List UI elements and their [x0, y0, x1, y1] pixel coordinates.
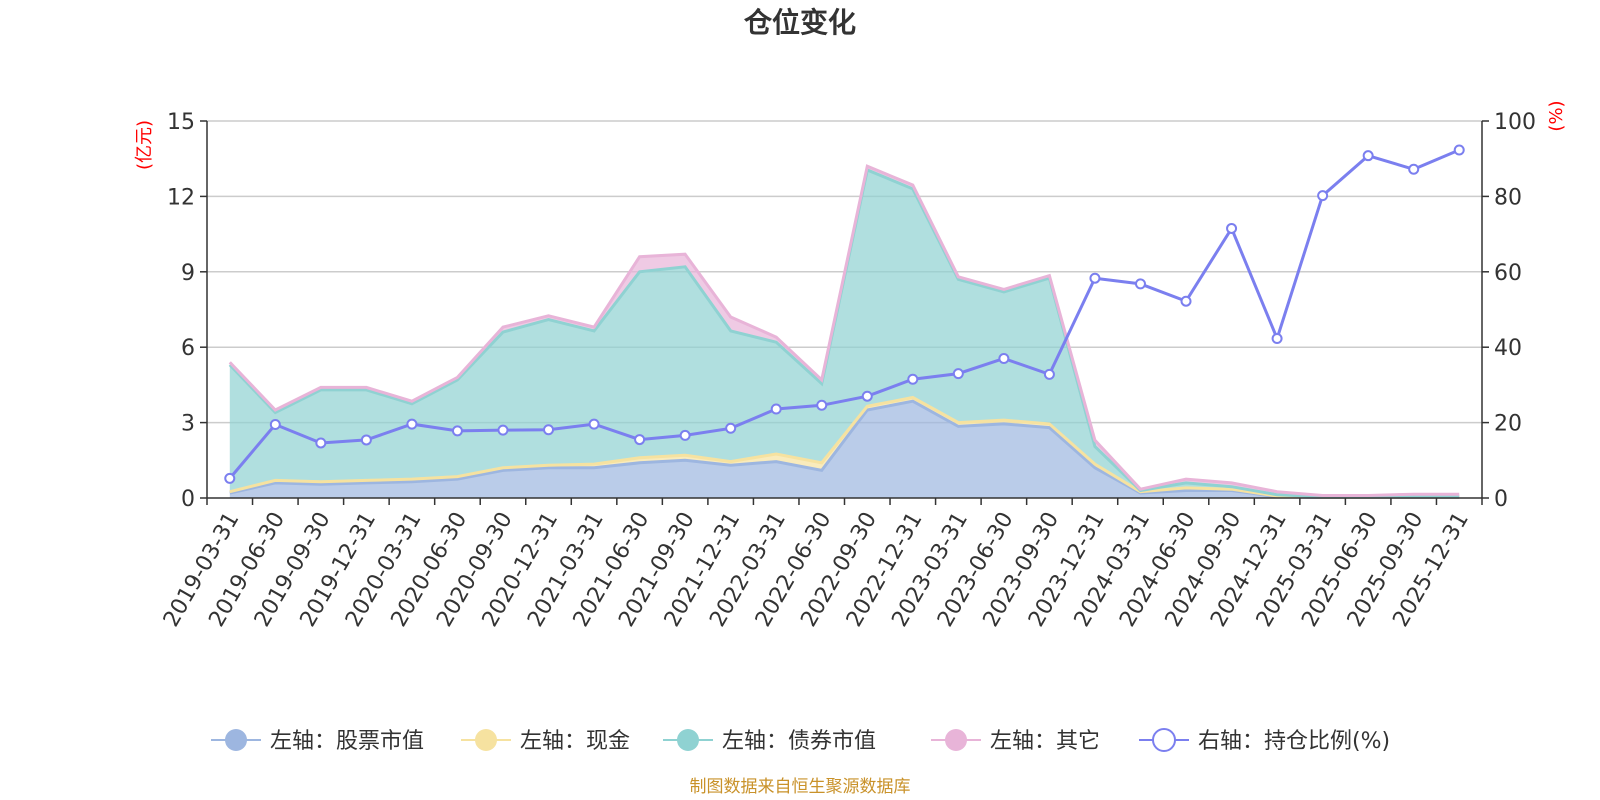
ratio-point [1453, 144, 1465, 156]
area-3 [229, 170, 1460, 498]
ratio-point [725, 422, 737, 434]
right-tick-label: 40 [1494, 336, 1522, 361]
area-edge-4 [228, 164, 1460, 497]
left-tick-label: 9 [181, 261, 195, 286]
chart-title: 仓位变化 [744, 6, 856, 39]
stacked-areas [228, 164, 1460, 499]
right-tick-label: 20 [1494, 412, 1522, 437]
ratio-point [406, 418, 418, 430]
ratio-point [269, 418, 281, 430]
ratio-point [1271, 333, 1283, 345]
legend-marker [677, 729, 699, 751]
right-tick-label: 60 [1494, 261, 1522, 286]
legend-label: 左轴：债券市值 [722, 729, 876, 754]
legend-label: 左轴：现金 [520, 729, 630, 754]
ratio-point [1226, 222, 1238, 234]
right-axis-unit: (%) [1546, 100, 1567, 131]
area-edge-2 [229, 395, 1460, 499]
ratio-point [679, 429, 691, 441]
ratio-point [497, 424, 509, 436]
legend-marker [1152, 728, 1176, 752]
ratio-point [861, 390, 873, 402]
left-tick-label: 0 [181, 487, 195, 512]
legend-label: 左轴：其它 [990, 729, 1100, 754]
legend-marker [225, 729, 247, 751]
right-tick-label: 80 [1494, 185, 1522, 210]
ratio-point [1408, 163, 1420, 175]
ratio-point [543, 424, 555, 436]
legend-label: 左轴：股票市值 [270, 729, 424, 754]
ratio-point [588, 418, 600, 430]
ratio-point [952, 368, 964, 380]
ratio-point [1134, 278, 1146, 290]
ratio-line-path [228, 148, 1460, 480]
right-tick-label: 0 [1494, 487, 1508, 512]
ratio-point [451, 425, 463, 437]
left-tick-label: 3 [181, 412, 195, 437]
ratio-point [1043, 368, 1055, 380]
left-tick-label: 15 [167, 110, 195, 135]
ratio-point [907, 373, 919, 385]
ratio-point [1362, 150, 1374, 162]
ratio-point [360, 434, 372, 446]
left-tick-label: 6 [181, 336, 195, 361]
legend-marker [475, 729, 497, 751]
holding-ratio-line [224, 144, 1465, 484]
legend-label: 右轴：持仓比例(%) [1198, 729, 1390, 754]
ratio-point [1317, 190, 1329, 202]
ratio-point [770, 403, 782, 415]
ratio-point [224, 472, 236, 484]
right-tick-label: 100 [1494, 110, 1536, 135]
ratio-point [315, 437, 327, 449]
data-source-note: 制图数据来自恒生聚源数据库 [690, 777, 911, 797]
area-1 [229, 401, 1460, 498]
ratio-point [998, 353, 1010, 365]
ratio-point [634, 434, 646, 446]
legend: 左轴：股票市值 左轴：现金 左轴：债券市值 左轴：其它 右轴：持仓比例(%) [211, 728, 1390, 754]
ratio-point [1089, 272, 1101, 284]
left-axis-unit: (亿元) [134, 120, 155, 170]
legend-marker [945, 729, 967, 751]
ratio-point [1180, 295, 1192, 307]
left-tick-label: 12 [167, 185, 195, 210]
ratio-point [816, 399, 828, 411]
